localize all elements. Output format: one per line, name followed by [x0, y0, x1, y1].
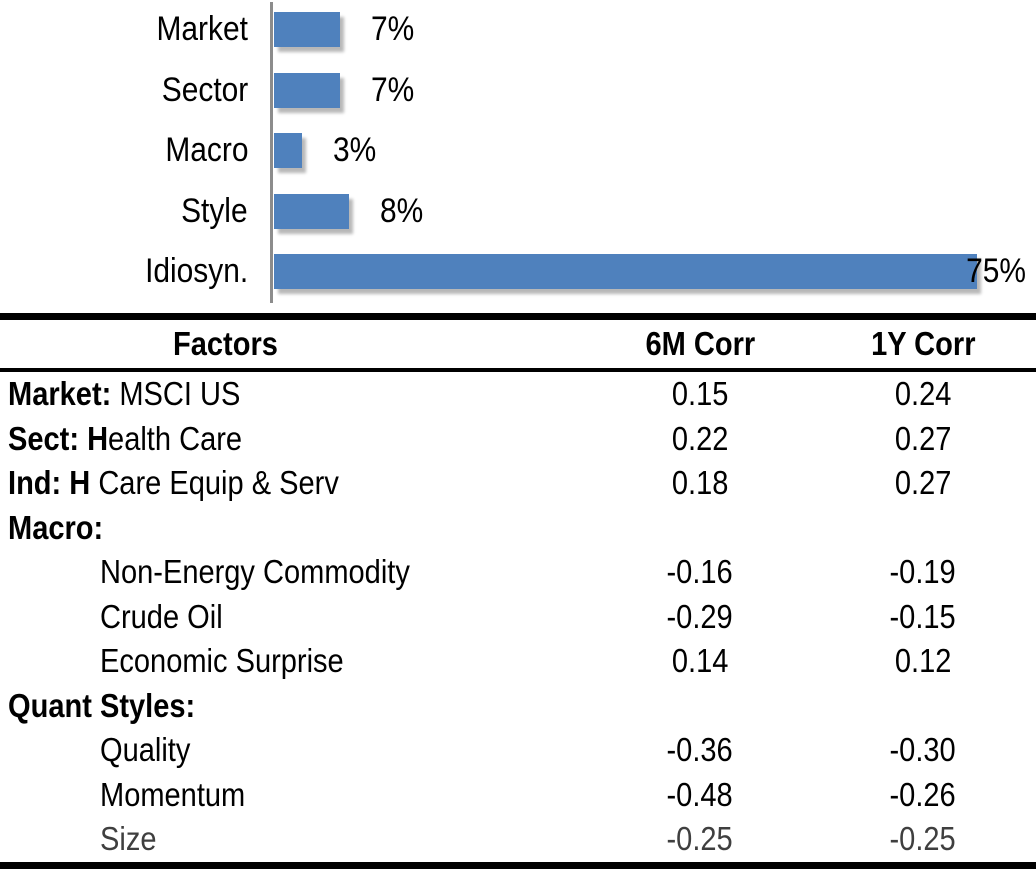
factor-correlation-table: Factors 6M Corr 1Y Corr Market: MSCI US 0…: [0, 313, 1036, 869]
table-bottom-border: [0, 861, 1036, 869]
table-row: Non-Energy Commodity -0.16 -0.19: [0, 550, 1036, 595]
table-row: Macro:: [0, 506, 1036, 551]
risk-decomposition-bar-chart: Market 7% Sector 7% Macro 3% Style 8% Idiosyn. 75…: [0, 0, 1036, 313]
factor-label-text: Momentum: [100, 775, 246, 813]
factor-label-bold: Market:: [8, 375, 112, 413]
corr-6m-cell: -0.36: [666, 731, 734, 769]
corr-1y-cell: [810, 509, 1036, 547]
factor-label-text: MSCI US: [111, 375, 241, 413]
table-row: Momentum -0.48 -0.26: [0, 773, 1036, 818]
corr-6m-cell: [590, 687, 810, 725]
header-factors: Factors: [173, 325, 279, 362]
chart-bar-macro: [274, 133, 303, 168]
factor-label-text: Care Equip & Serv: [90, 464, 339, 502]
factor-label-text: Crude Oil: [100, 597, 223, 635]
corr-6m-cell: 0.14: [671, 642, 729, 680]
corr-1y-cell: -0.26: [889, 775, 957, 813]
factor-label-text: Non-Energy Commodity: [100, 553, 410, 591]
chart-category-label: Sector: [161, 70, 248, 109]
factor-label-text: Quality: [100, 731, 191, 769]
factor-label-cell: Economic Surprise: [0, 642, 590, 680]
factor-label-text: Economic Surprise: [100, 642, 344, 680]
header-6m-corr: 6M Corr: [645, 325, 755, 362]
corr-6m-cell: 0.22: [671, 419, 729, 457]
chart-value-label: 8%: [379, 191, 424, 230]
corr-1y-cell: -0.15: [889, 597, 957, 635]
chart-bar-idiosyn: [274, 254, 977, 289]
chart-category-label: Style: [181, 191, 248, 230]
factor-label-cell: Macro:: [0, 509, 590, 547]
factor-label-cell: Quality: [0, 731, 590, 769]
corr-1y-cell: -0.30: [889, 731, 957, 769]
table-header-row: Factors 6M Corr 1Y Corr: [0, 320, 1036, 368]
table-body: Market: MSCI US 0.15 0.24 Sect: Health Care…: [0, 372, 1036, 862]
corr-6m-cell: [590, 509, 810, 547]
corr-1y-cell: 0.12: [894, 642, 952, 680]
table-row: Crude Oil -0.29 -0.15: [0, 595, 1036, 640]
factor-label-cell: Size: [0, 820, 590, 858]
factor-label-cell: Non-Energy Commodity: [0, 553, 590, 591]
factor-label-bold: Sect: H: [8, 419, 109, 457]
corr-6m-cell: -0.16: [666, 553, 734, 591]
factor-label-bold: Ind: H: [8, 464, 91, 502]
corr-1y-cell: 0.27: [894, 464, 952, 502]
table-header-underline: [0, 368, 1036, 372]
table-row: Size -0.25 -0.25: [0, 817, 1036, 862]
corr-6m-cell: 0.15: [671, 375, 729, 413]
factor-label-text: Size: [100, 820, 157, 858]
factor-label-cell: Market: MSCI US: [0, 375, 590, 413]
chart-category-label: Idiosyn.: [144, 252, 248, 290]
table-row: Economic Surprise 0.14 0.12: [0, 639, 1036, 684]
corr-1y-cell: -0.19: [889, 553, 957, 591]
chart-bar-style: [274, 193, 349, 229]
corr-6m-cell: -0.48: [666, 775, 734, 813]
factor-label-bold: Quant Styles:: [8, 686, 196, 724]
corr-1y-cell: [810, 687, 1036, 725]
corr-1y-cell: 0.27: [894, 419, 952, 457]
chart-bar-sector: [274, 72, 340, 108]
factor-label-bold: Macro:: [8, 508, 104, 546]
factor-label-cell: Quant Styles:: [0, 687, 590, 725]
corr-1y-cell: -0.25: [889, 820, 957, 858]
factor-label-cell: Sect: Health Care: [0, 420, 590, 458]
table-row: Sect: Health Care 0.22 0.27: [0, 417, 1036, 462]
table-row: Ind: H Care Equip & Serv 0.18 0.27: [0, 461, 1036, 506]
factor-label-cell: Crude Oil: [0, 598, 590, 636]
corr-6m-cell: 0.18: [671, 464, 729, 502]
table-top-border: [0, 313, 1036, 320]
corr-6m-cell: -0.29: [666, 597, 734, 635]
table-row: Quality -0.36 -0.30: [0, 728, 1036, 773]
corr-1y-cell: 0.24: [894, 375, 952, 413]
factor-label-cell: Ind: H Care Equip & Serv: [0, 464, 590, 502]
chart-value-label: 75%: [966, 252, 1026, 290]
chart-bar-market: [274, 12, 340, 47]
chart-y-axis-line: [270, 2, 273, 303]
table-row: Market: MSCI US 0.15 0.24: [0, 372, 1036, 417]
chart-category-label: Macro: [164, 131, 248, 169]
table-row: Quant Styles:: [0, 684, 1036, 729]
chart-value-label: 3%: [333, 131, 377, 169]
chart-category-label: Market: [156, 10, 248, 48]
factor-label-cell: Momentum: [0, 776, 590, 814]
header-1y-corr: 1Y Corr: [870, 325, 976, 362]
factor-label-text: ealth Care: [108, 419, 243, 457]
corr-6m-cell: -0.25: [666, 820, 734, 858]
chart-value-label: 7%: [370, 10, 414, 48]
chart-value-label: 7%: [370, 70, 414, 109]
